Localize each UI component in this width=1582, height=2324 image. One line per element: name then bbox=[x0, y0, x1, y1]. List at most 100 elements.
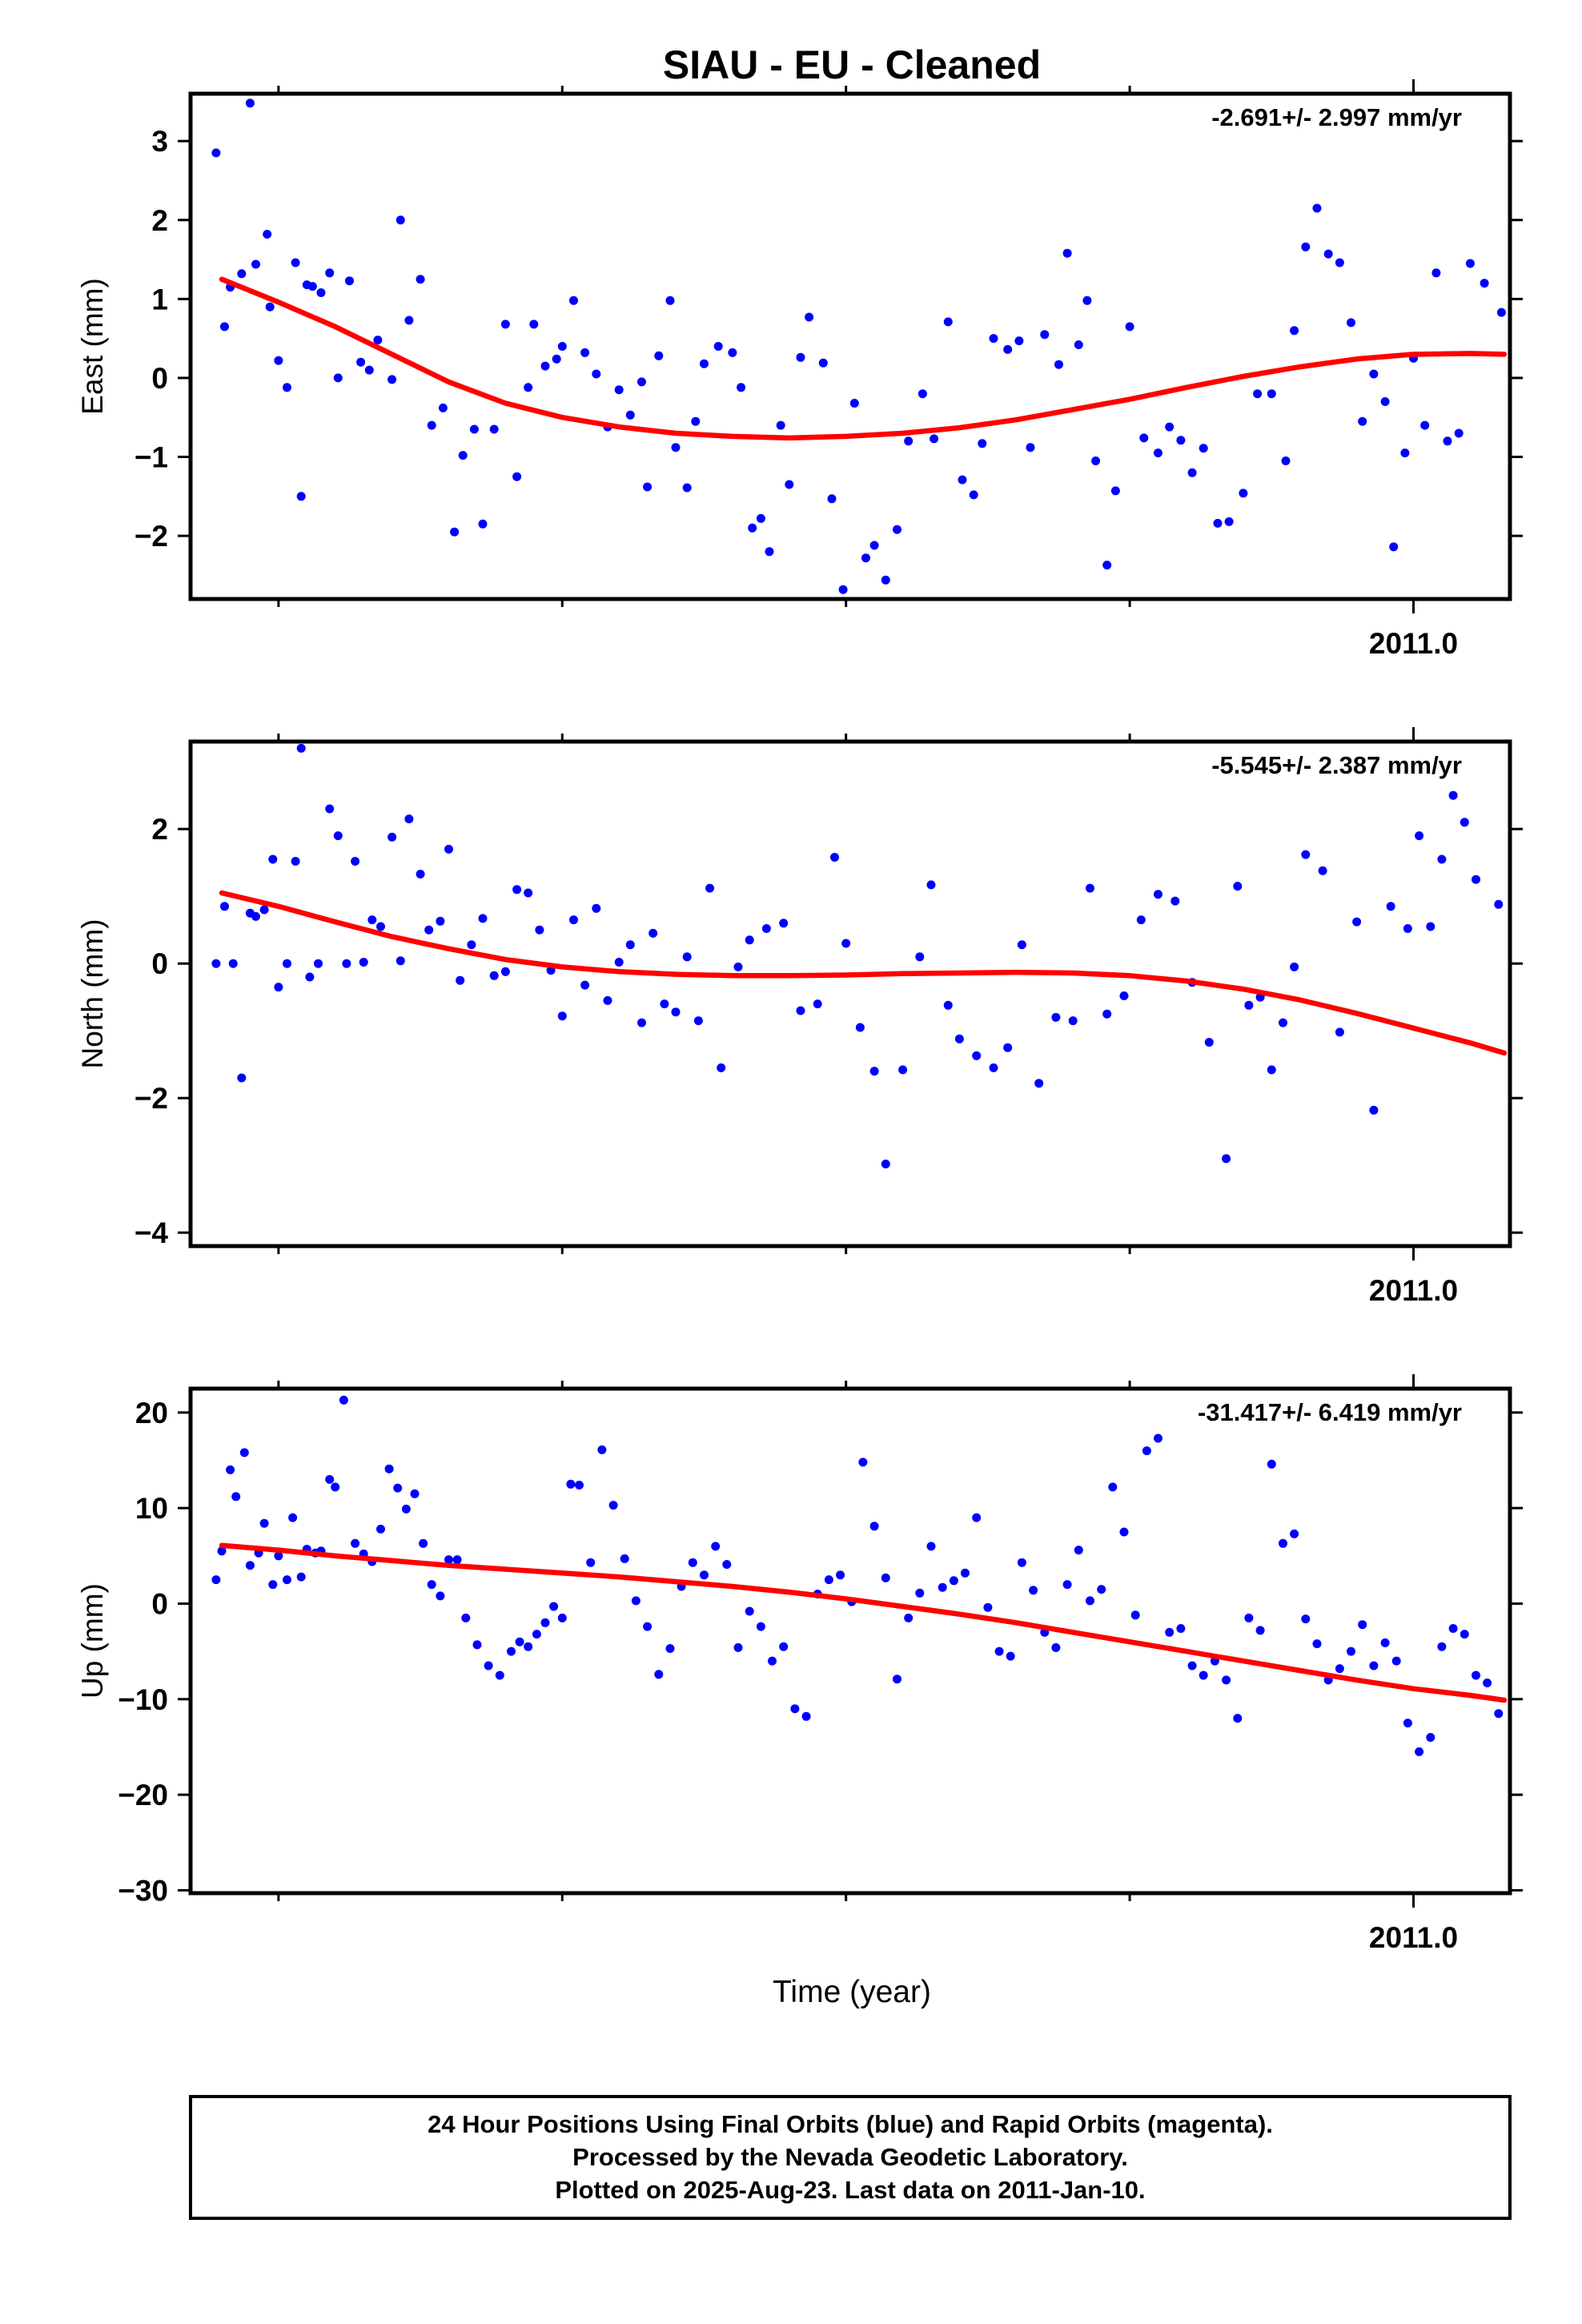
east-data-point bbox=[1026, 443, 1035, 452]
north-data-point bbox=[1448, 790, 1458, 800]
up-data-point bbox=[436, 1591, 445, 1601]
north-data-point bbox=[456, 975, 465, 985]
north-data-point bbox=[580, 980, 590, 990]
east-data-point bbox=[796, 352, 805, 362]
north-data-point bbox=[592, 903, 601, 913]
north-data-point bbox=[535, 925, 544, 935]
up-ytick-label: 0 bbox=[151, 1587, 168, 1620]
footer-line-1: 24 Hour Positions Using Final Orbits (bl… bbox=[428, 2110, 1273, 2138]
east-data-point bbox=[1074, 340, 1083, 349]
north-data-point bbox=[512, 885, 522, 895]
east-data-point bbox=[552, 354, 561, 364]
up-plot-frame bbox=[188, 1386, 1512, 1896]
north-data-point bbox=[989, 1063, 998, 1072]
north-data-point bbox=[1267, 1065, 1276, 1075]
east-data-point bbox=[978, 439, 987, 448]
north-data-point bbox=[1170, 896, 1180, 906]
east-data-point bbox=[373, 336, 383, 345]
up-data-point bbox=[858, 1458, 868, 1467]
east-data-point bbox=[1082, 296, 1092, 305]
north-data-point bbox=[1460, 818, 1469, 827]
east-data-point bbox=[356, 357, 366, 367]
up-data-point bbox=[575, 1481, 584, 1490]
north-data-point bbox=[660, 999, 669, 1009]
east-data-point bbox=[469, 424, 479, 434]
up-data-point bbox=[532, 1630, 541, 1639]
north-data-point bbox=[648, 928, 658, 938]
east-data-point bbox=[861, 553, 870, 563]
footer-line-3: Plotted on 2025-Aug-23. Last data on 201… bbox=[555, 2176, 1145, 2204]
east-data-point bbox=[943, 317, 953, 327]
east-data-point bbox=[1312, 203, 1322, 213]
east-data-point bbox=[1465, 259, 1475, 268]
east-data-point bbox=[643, 482, 652, 492]
east-data-point bbox=[1213, 518, 1223, 528]
up-data-point bbox=[824, 1575, 833, 1585]
east-data-point bbox=[1301, 242, 1311, 251]
north-data-point bbox=[682, 952, 692, 962]
north-data-point bbox=[717, 1063, 726, 1072]
up-data-point bbox=[631, 1596, 640, 1606]
up-data-point bbox=[1255, 1626, 1265, 1635]
east-data-point bbox=[849, 399, 859, 408]
north-data-point bbox=[1154, 890, 1162, 899]
north-data-point bbox=[693, 1016, 703, 1026]
east-data-point bbox=[691, 416, 701, 426]
up-data-point bbox=[427, 1580, 436, 1590]
north-data-point bbox=[228, 959, 238, 968]
up-data-point bbox=[756, 1622, 765, 1631]
north-data-point bbox=[761, 924, 771, 933]
east-data-point bbox=[1323, 249, 1333, 259]
north-data-point bbox=[376, 922, 385, 931]
east-data-point bbox=[893, 525, 901, 534]
north-data-point bbox=[1086, 883, 1094, 893]
up-data-point bbox=[1483, 1679, 1492, 1687]
up-data-point bbox=[401, 1504, 411, 1514]
east-data-point bbox=[1154, 448, 1162, 458]
north-data-point bbox=[305, 972, 315, 982]
north-data-point bbox=[444, 844, 453, 854]
east-data-point bbox=[265, 302, 275, 312]
north-data-point bbox=[333, 831, 343, 841]
up-data-point bbox=[643, 1622, 652, 1631]
up-data-point bbox=[620, 1554, 629, 1563]
north-data-point bbox=[1051, 1012, 1061, 1022]
up-data-point bbox=[1460, 1630, 1469, 1639]
east-data-point bbox=[1176, 436, 1186, 445]
north-data-point bbox=[1244, 1000, 1254, 1010]
east-data-point bbox=[291, 258, 300, 267]
north-data-point bbox=[359, 958, 368, 967]
up-data-point bbox=[540, 1618, 550, 1627]
east-data-point bbox=[1443, 436, 1452, 446]
east-data-point bbox=[540, 361, 550, 371]
east-data-point bbox=[450, 527, 460, 537]
east-data-point bbox=[1187, 468, 1197, 477]
north-data-point bbox=[296, 743, 306, 753]
north-data-point bbox=[1034, 1079, 1044, 1088]
up-fit-curve bbox=[219, 1542, 1508, 1703]
up-data-point bbox=[1051, 1642, 1061, 1652]
north-data-point bbox=[367, 915, 377, 925]
north-data-point bbox=[1017, 940, 1026, 950]
up-data-point bbox=[1222, 1675, 1231, 1685]
up-data-point bbox=[339, 1395, 348, 1405]
north-data-point bbox=[1403, 924, 1412, 933]
north-panel: 2 0 −2 −4 2011.0 -5.545+/- 2.387 mm/yr North (… bbox=[76, 727, 1523, 1307]
north-data-point bbox=[745, 935, 754, 945]
up-rate-label: -31.417+/- 6.419 mm/yr bbox=[1198, 1398, 1462, 1426]
up-data-point bbox=[217, 1546, 227, 1556]
east-data-point bbox=[838, 585, 848, 594]
up-data-point bbox=[949, 1576, 958, 1586]
east-data-point bbox=[1335, 258, 1344, 267]
up-data-point bbox=[801, 1711, 811, 1721]
figure-title: SIAU - EU - Cleaned bbox=[663, 42, 1041, 87]
footer-box bbox=[189, 2095, 1512, 2220]
east-data-point bbox=[263, 230, 272, 239]
east-ytick-label: −2 bbox=[135, 520, 168, 553]
up-data-point bbox=[1187, 1661, 1197, 1671]
up-ytick-label: 20 bbox=[135, 1397, 168, 1429]
east-xtick-label: 2011.0 bbox=[1369, 627, 1458, 660]
north-data-point bbox=[342, 959, 351, 968]
north-ytick-label: 0 bbox=[151, 947, 168, 980]
